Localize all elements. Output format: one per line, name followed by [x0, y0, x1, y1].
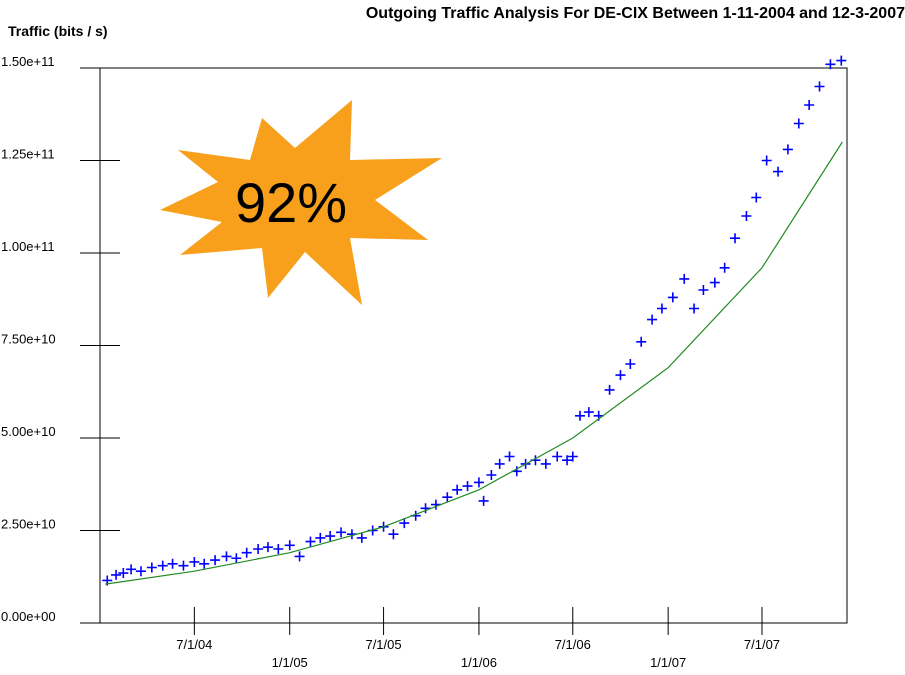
point [761, 155, 772, 166]
x-tick-label: 7/1/07 [744, 637, 780, 652]
point [111, 569, 122, 580]
plot-frame [99, 67, 848, 624]
y-tick-label: 2.50e+10 [1, 517, 56, 532]
starburst [160, 100, 442, 305]
point [325, 531, 336, 542]
point [294, 551, 305, 562]
point [667, 292, 678, 303]
point [178, 560, 189, 571]
point [494, 458, 505, 469]
point [615, 370, 626, 381]
point [486, 470, 497, 480]
point [167, 558, 178, 569]
point [221, 551, 232, 562]
point [567, 451, 578, 462]
point [273, 544, 284, 554]
y-tick-label: 1.50e+11 [1, 54, 55, 69]
point [262, 542, 273, 553]
point [583, 407, 594, 418]
point [814, 81, 825, 92]
point [751, 192, 762, 203]
x-tick-label: 1/1/06 [461, 655, 497, 670]
point [241, 547, 252, 558]
x-tick-label: 1/1/07 [650, 655, 686, 670]
point [679, 273, 690, 284]
point [189, 556, 200, 567]
point [836, 55, 847, 66]
point [625, 359, 636, 369]
point [656, 303, 667, 314]
point [305, 536, 316, 547]
point [540, 458, 551, 469]
point [773, 166, 784, 177]
y-tick-label: 1.25e+11 [1, 147, 55, 162]
point [157, 560, 168, 571]
chart-title: Outgoing Traffic Analysis For DE-CIX Bet… [366, 5, 905, 22]
point [562, 455, 573, 466]
y-tick-label: 7.50e+10 [1, 332, 56, 347]
annotation: 92% [235, 171, 347, 234]
trend-line [105, 141, 843, 585]
point [253, 544, 264, 554]
point [146, 562, 157, 573]
y-tick-label: 5.00e+10 [1, 424, 56, 439]
point [199, 558, 210, 569]
point [388, 529, 399, 540]
point [135, 566, 146, 577]
point [636, 336, 647, 347]
point [730, 233, 741, 244]
point [719, 262, 730, 273]
point [709, 277, 720, 288]
point [356, 532, 367, 543]
x-tick-label: 7/1/05 [365, 637, 401, 652]
x-tick-label: 7/1/04 [176, 637, 212, 652]
point [782, 144, 793, 155]
point [442, 492, 453, 503]
y-tick-label: 0.00e+00 [1, 609, 56, 624]
point [741, 211, 752, 221]
y-tick-label: 1.00e+11 [1, 239, 55, 254]
point [231, 553, 242, 564]
point [478, 495, 489, 506]
y-axis-label: Traffic (bits / s) [8, 23, 108, 39]
point [210, 555, 221, 566]
point [689, 303, 700, 314]
point [473, 477, 484, 488]
point [126, 564, 137, 575]
point [647, 314, 658, 325]
point [462, 481, 473, 492]
point [504, 451, 515, 462]
point [452, 484, 463, 495]
point [399, 518, 410, 529]
point [315, 532, 326, 543]
point [575, 410, 586, 421]
point [552, 451, 563, 462]
point [804, 100, 815, 110]
point [284, 540, 295, 551]
point [793, 118, 804, 129]
point [698, 285, 709, 295]
point [825, 59, 836, 70]
x-tick-label: 7/1/06 [555, 637, 591, 652]
x-tick-label: 1/1/05 [272, 655, 308, 670]
point [604, 384, 615, 395]
point [336, 527, 347, 538]
point [118, 568, 129, 579]
point [420, 503, 431, 514]
